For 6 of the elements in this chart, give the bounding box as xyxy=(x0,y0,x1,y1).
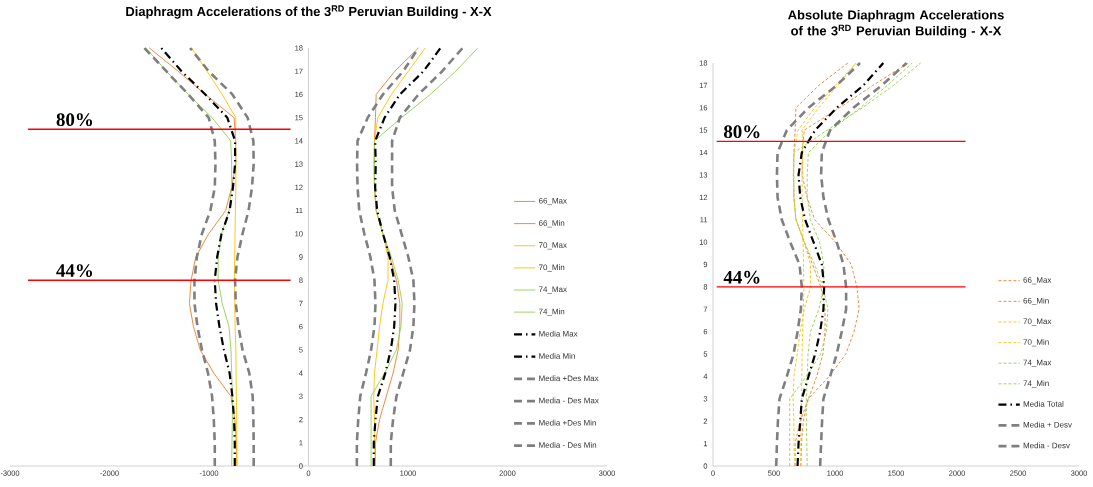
chart-title: Absolute Diaphragm Accelerations of the 3$^{RD}$ Peruvian Building - X-X xyxy=(788,9,1004,39)
annotation: 44% xyxy=(56,264,93,278)
annotation: 80% xyxy=(723,125,760,139)
annotation: 80% xyxy=(56,113,93,127)
annotation: 44% xyxy=(723,270,760,284)
chart-title: Diaphragm Accelerations of the 3$^{RD}$ Peruvian Building - X-X xyxy=(126,5,492,19)
